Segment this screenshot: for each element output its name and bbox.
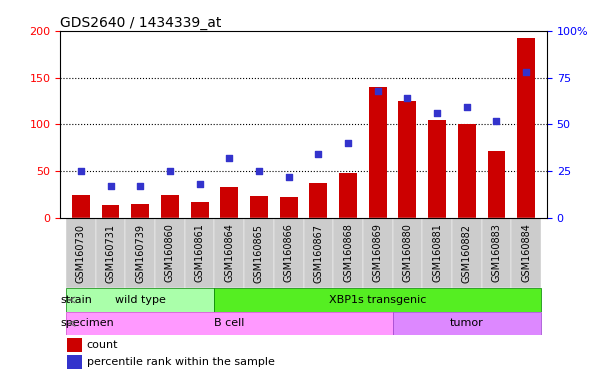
Point	[343, 140, 353, 146]
Bar	[310, 183, 328, 218]
Bar	[452, 218, 481, 288]
Text: B cell: B cell	[214, 318, 245, 328]
Bar	[66, 218, 96, 288]
Bar	[66, 288, 215, 312]
Bar	[102, 205, 120, 218]
Text: GSM160730: GSM160730	[76, 223, 86, 283]
Text: GSM160881: GSM160881	[432, 223, 442, 283]
Text: GSM160865: GSM160865	[254, 223, 264, 283]
Bar	[363, 218, 392, 288]
Bar	[481, 218, 511, 288]
Text: GSM160731: GSM160731	[106, 223, 115, 283]
Bar	[132, 204, 149, 218]
Bar	[191, 202, 209, 218]
Bar	[279, 197, 297, 218]
Bar	[96, 218, 126, 288]
Point	[165, 168, 175, 174]
Bar	[428, 120, 446, 218]
Bar	[155, 218, 185, 288]
Text: strain: strain	[61, 295, 93, 305]
Text: GSM160882: GSM160882	[462, 223, 472, 283]
Point	[135, 183, 145, 189]
Point	[254, 168, 264, 174]
Text: count: count	[87, 340, 118, 350]
Bar	[221, 187, 238, 218]
Text: wild type: wild type	[115, 295, 166, 305]
Point	[76, 168, 86, 174]
Bar	[398, 101, 416, 218]
Bar	[250, 197, 268, 218]
Bar	[72, 195, 90, 218]
Bar	[392, 312, 541, 335]
Bar	[274, 218, 304, 288]
Point	[106, 183, 115, 189]
Point	[462, 104, 472, 111]
Point	[373, 88, 382, 94]
Text: GSM160739: GSM160739	[135, 223, 145, 283]
Bar	[458, 124, 475, 218]
Text: GSM160868: GSM160868	[343, 223, 353, 283]
Bar	[392, 218, 423, 288]
Bar	[161, 195, 179, 218]
Bar	[517, 38, 535, 218]
Bar	[369, 87, 386, 218]
Point	[521, 69, 531, 75]
Text: GSM160867: GSM160867	[313, 223, 323, 283]
Bar	[511, 218, 541, 288]
Bar	[126, 218, 155, 288]
Text: specimen: specimen	[61, 318, 114, 328]
Text: XBP1s transgenic: XBP1s transgenic	[329, 295, 426, 305]
Text: GSM160866: GSM160866	[284, 223, 294, 283]
Text: percentile rank within the sample: percentile rank within the sample	[87, 358, 275, 367]
Point	[195, 181, 204, 187]
Text: GSM160861: GSM160861	[195, 223, 204, 283]
Bar	[215, 288, 541, 312]
Text: GSM160869: GSM160869	[373, 223, 383, 283]
Text: GSM160880: GSM160880	[403, 223, 412, 283]
Bar	[423, 218, 452, 288]
Bar	[67, 338, 82, 352]
Text: GSM160860: GSM160860	[165, 223, 175, 283]
Text: GSM160864: GSM160864	[224, 223, 234, 283]
Bar	[215, 218, 244, 288]
Point	[492, 118, 501, 124]
Bar	[339, 173, 357, 218]
Point	[225, 155, 234, 161]
Bar	[244, 218, 274, 288]
Bar	[333, 218, 363, 288]
Bar	[487, 151, 505, 218]
Text: GSM160883: GSM160883	[492, 223, 501, 283]
Text: GDS2640 / 1434339_at: GDS2640 / 1434339_at	[60, 16, 222, 30]
Point	[284, 174, 293, 180]
Point	[403, 95, 412, 101]
Bar	[304, 218, 333, 288]
Point	[314, 151, 323, 157]
Point	[432, 110, 442, 116]
Bar	[185, 218, 215, 288]
Bar	[66, 312, 392, 335]
Text: tumor: tumor	[450, 318, 484, 328]
Bar	[67, 355, 82, 369]
Text: GSM160884: GSM160884	[521, 223, 531, 283]
